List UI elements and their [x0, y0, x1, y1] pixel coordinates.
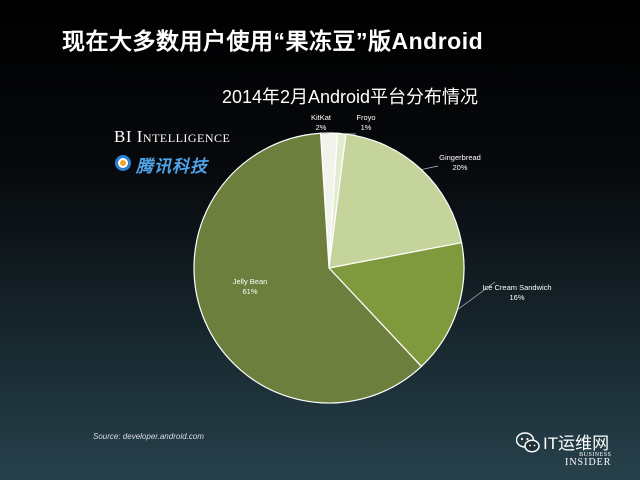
slice-label-jelly-bean: Jelly Bean — [233, 277, 268, 286]
wechat-account-name: IT运维网 — [543, 434, 610, 453]
chart-title: 2014年2月Android平台分布情况 — [221, 87, 479, 107]
slice-value-jelly-bean: 61% — [242, 287, 257, 296]
slice-value-ice-cream-sandwich: 16% — [509, 293, 524, 302]
slide-title: 现在大多数用户使用“果冻豆”版Android — [62, 28, 484, 54]
slice-value-froyo: 1% — [361, 123, 372, 132]
pie-slice-jelly-bean — [193, 132, 423, 404]
bi-intelligence-logo: BI Intelligence — [114, 127, 231, 146]
tencent-tech-logo-text: 腾讯科技 — [136, 157, 208, 176]
source-note: Source: developer.android.com — [93, 432, 204, 441]
business-insider-line2: INSIDER — [565, 457, 612, 468]
slice-label-kitkat: KitKat — [311, 113, 332, 122]
leader-line-kitkat — [320, 132, 330, 135]
slice-value-kitkat: 2% — [316, 123, 327, 132]
slice-value-gingerbread: 20% — [452, 163, 467, 172]
pie-slice-ice-cream-sandwich — [327, 241, 465, 368]
wechat-icon — [516, 432, 540, 453]
slice-label-froyo: Froyo — [356, 113, 375, 122]
slice-label-gingerbread: Gingerbread — [439, 153, 481, 162]
slice-label-ice-cream-sandwich: Ice Cream Sandwich — [482, 283, 551, 292]
business-insider-logo: BUSINESS INSIDER — [565, 452, 611, 468]
leader-line-ice-cream-sandwich — [457, 281, 496, 311]
tencent-logo-icon — [115, 155, 131, 171]
leader-line-gingerbread — [421, 165, 439, 170]
business-insider-line1: BUSINESS — [579, 452, 612, 458]
